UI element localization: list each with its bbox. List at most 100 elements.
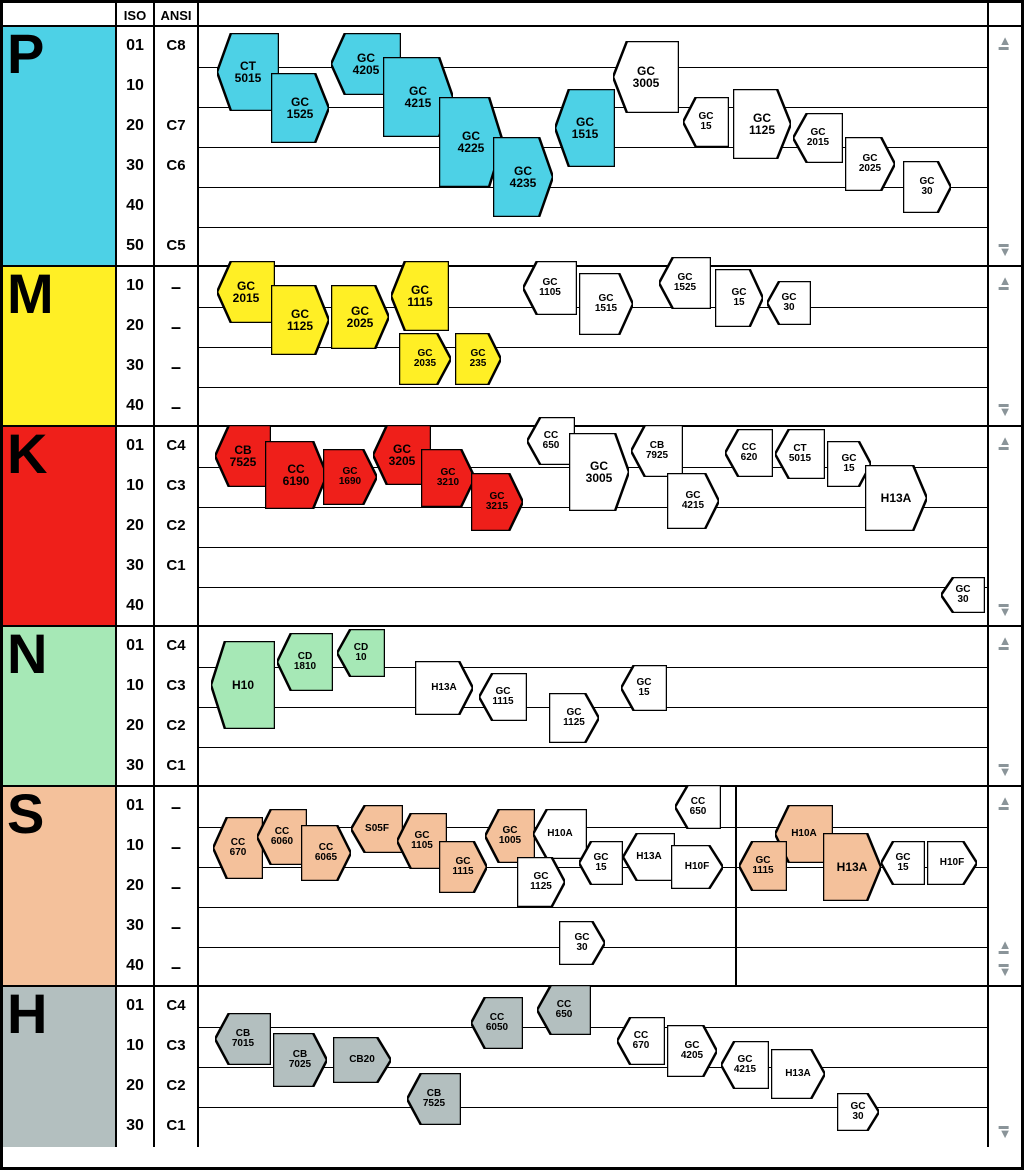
grade-label: CC670 [617,1017,665,1065]
section-M: M10203040––––GC2015GC1125GC2025GC1115GC2… [3,267,1021,427]
ansi-column: C4C3C2C1 [155,987,199,1147]
grade-shape: GC15 [881,841,925,885]
grade-label: GC15 [715,269,763,327]
grade-label: GC1525 [271,73,329,143]
iso-tick: 40 [117,597,153,615]
grade-label: H10 [211,641,275,729]
grade-label: GC30 [837,1093,879,1131]
header-right [987,3,1021,27]
grade-shape: GC3005 [613,41,679,113]
iso-tick: 01 [117,797,153,815]
grade-shape: CC670 [213,817,263,879]
grade-label: CB7025 [273,1033,327,1087]
arrow-up-icon [999,937,1012,957]
grade-label: CC6060 [257,809,307,865]
grade-label: CT5015 [217,33,279,111]
iso-tick: 20 [117,317,153,335]
arrow-up-icon [999,433,1012,453]
ansi-tick: C2 [155,717,197,734]
iso-tick: 10 [117,677,153,695]
grade-shape: CB7525 [407,1073,461,1125]
grade-label: GC235 [455,333,501,385]
grade-shape: GC1515 [555,89,615,167]
iso-tick: 10 [117,477,153,495]
grade-shape: GC15 [579,841,623,885]
grade-label: CD10 [337,629,385,677]
right-column [987,427,1021,625]
grade-label: GC30 [903,161,951,213]
grade-shape: H10F [671,845,723,889]
iso-tick: 30 [117,917,153,935]
grade-label: H13A [771,1049,825,1099]
gridline [199,67,987,68]
grade-shape: GC3210 [421,449,475,507]
grade-label: GC2025 [331,285,389,349]
grade-shape: GC1125 [271,285,329,355]
grade-label: H13A [415,661,473,715]
section-H: H01102030C4C3C2C1CB7015CB7025CB20CB7525C… [3,987,1021,1147]
grade-label: H10F [671,845,723,889]
right-column [987,267,1021,425]
grade-shape: GC2025 [845,137,895,191]
grade-label: GC4235 [493,137,553,217]
grade-shape: GC1115 [739,841,787,891]
grade-shape: CC650 [537,985,591,1035]
grade-label: GC1525 [659,257,711,309]
grade-shape: GC2015 [793,113,843,163]
ansi-column: ––––– [155,787,199,985]
grade-shape: GC15 [683,97,729,147]
ansi-tick: – [155,957,197,978]
grade-label: GC2025 [845,137,895,191]
iso-tick: 10 [117,1037,153,1055]
grade-shape: CC6065 [301,825,351,881]
grade-label: H10F [927,841,977,885]
grade-label: CB7525 [407,1073,461,1125]
vertical-divider [735,787,737,987]
grade-label: GC1690 [323,449,377,505]
grade-shape: H10F [927,841,977,885]
ansi-tick: C3 [155,677,197,694]
arrow-down-icon [999,959,1012,979]
header-row: ISO ANSI [3,3,1021,27]
grade-shape: CB20 [333,1037,391,1083]
grade-shape: CC6050 [471,997,523,1049]
grade-shape: GC1115 [479,673,527,721]
category-label: N [3,627,115,785]
iso-tick: 20 [117,717,153,735]
ansi-column: C4C3C2C1 [155,627,199,785]
grade-shape: GC1115 [391,261,449,331]
grade-shape: GC1690 [323,449,377,505]
grade-label: GC1125 [517,857,565,907]
iso-tick: 01 [117,37,153,55]
grade-shape: GC30 [837,1093,879,1131]
grade-label: GC1115 [479,673,527,721]
grade-shape: GC30 [941,577,985,613]
grade-shape: GC4215 [667,473,719,529]
iso-column: 0110203040 [115,427,155,625]
iso-tick: 50 [117,237,153,255]
grade-shape: GC15 [621,665,667,711]
arrow-up-icon [999,793,1012,813]
section-S: S0110203040–––––CC670CC6060CC6065S05FGC1… [3,787,1021,987]
grade-shape: GC2015 [217,261,275,323]
ansi-tick: – [155,317,197,338]
ansi-tick: – [155,357,197,378]
iso-tick: 30 [117,557,153,575]
grade-shape: GC1125 [549,693,599,743]
iso-tick: 30 [117,357,153,375]
ansi-tick: C8 [155,37,197,54]
iso-tick: 10 [117,77,153,95]
iso-tick: 30 [117,1117,153,1135]
right-column [987,787,1021,985]
grade-label: GC1115 [739,841,787,891]
grade-shape: H10 [211,641,275,729]
grade-shape: GC2025 [331,285,389,349]
grade-shape: GC15 [715,269,763,327]
ansi-tick: – [155,837,197,858]
ansi-tick: – [155,877,197,898]
grade-shape: GC1525 [271,73,329,143]
grade-shape: H13A [823,833,881,901]
grade-shape: H13A [865,465,927,531]
grade-shape: CB7925 [631,425,683,477]
iso-tick: 30 [117,757,153,775]
